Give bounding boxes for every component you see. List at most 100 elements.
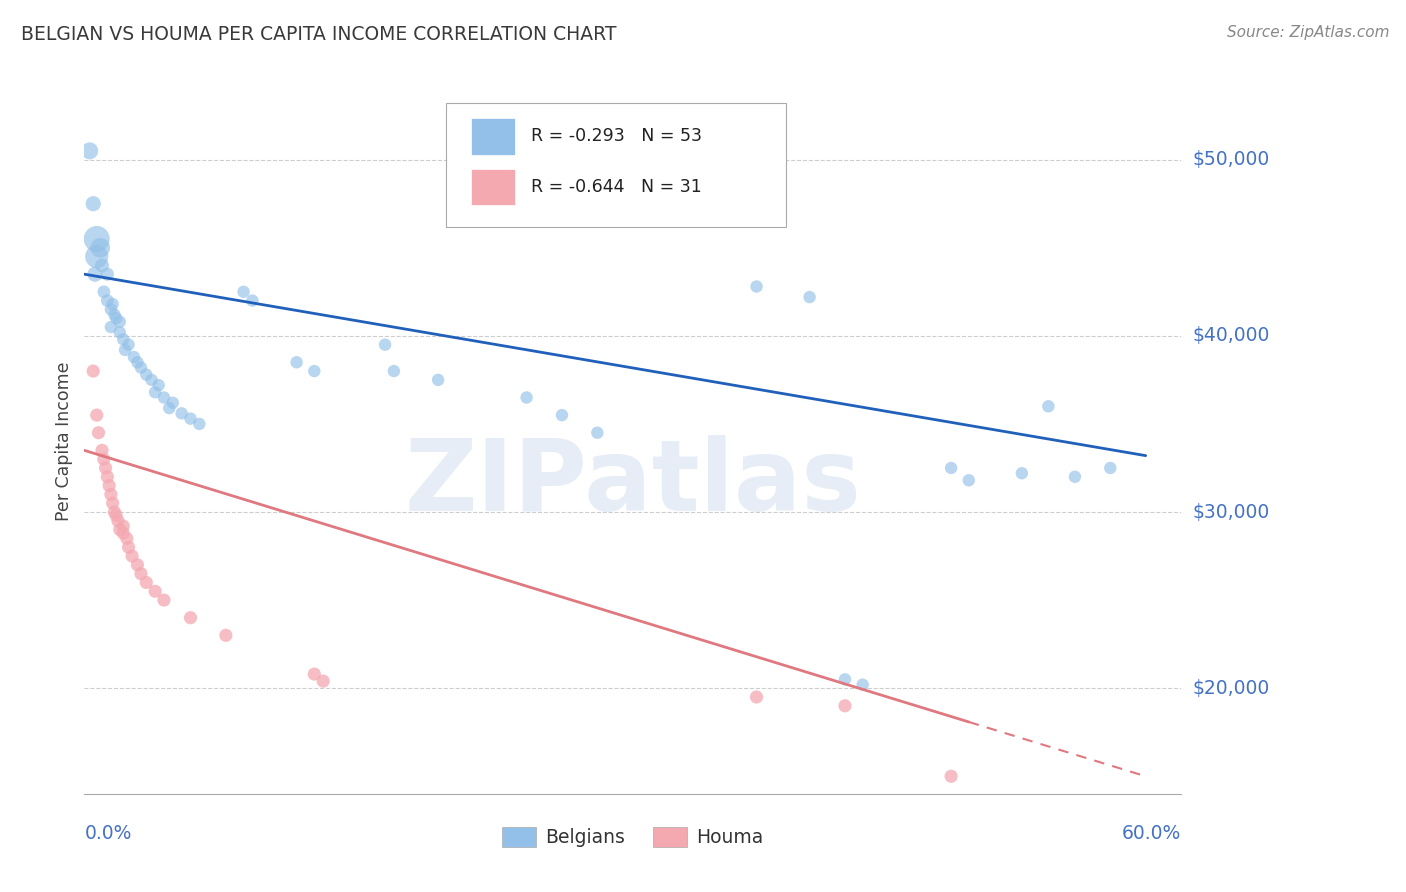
Point: [115, 532, 138, 546]
Point: [939, 769, 962, 783]
Text: 60.0%: 60.0%: [1122, 824, 1181, 844]
Text: 0.0%: 0.0%: [84, 824, 132, 844]
Point: [135, 368, 157, 382]
Point: [148, 378, 170, 392]
Point: [312, 674, 335, 689]
Point: [129, 360, 152, 375]
Point: [105, 508, 128, 523]
Point: [100, 302, 122, 317]
Point: [112, 519, 135, 533]
Point: [1011, 467, 1033, 481]
Point: [96, 267, 118, 281]
Point: [93, 452, 115, 467]
Point: [153, 391, 176, 405]
Point: [516, 391, 538, 405]
Point: [1038, 400, 1060, 414]
Point: [103, 505, 125, 519]
Point: [242, 293, 264, 308]
Text: $30,000: $30,000: [1192, 502, 1270, 522]
Point: [112, 526, 135, 541]
Text: R = -0.644   N = 31: R = -0.644 N = 31: [530, 178, 702, 196]
Point: [108, 523, 131, 537]
Point: [382, 364, 405, 378]
Point: [96, 293, 118, 308]
Point: [153, 593, 176, 607]
Point: [551, 408, 574, 422]
Point: [745, 279, 768, 293]
Point: [586, 425, 609, 440]
Point: [143, 385, 166, 400]
Point: [108, 326, 131, 340]
Point: [122, 350, 145, 364]
Point: [117, 541, 139, 555]
Text: ZIPatlas: ZIPatlas: [405, 435, 860, 533]
Point: [89, 241, 111, 255]
Point: [100, 487, 122, 501]
Point: [1099, 461, 1122, 475]
Point: [215, 628, 238, 642]
Point: [121, 549, 143, 563]
FancyBboxPatch shape: [446, 103, 786, 227]
Point: [107, 514, 129, 528]
Point: [86, 408, 108, 422]
Point: [834, 698, 856, 713]
Text: Source: ZipAtlas.com: Source: ZipAtlas.com: [1226, 25, 1389, 40]
Point: [179, 411, 201, 425]
Point: [939, 461, 962, 475]
Point: [834, 673, 856, 687]
Point: [141, 373, 163, 387]
Point: [117, 337, 139, 351]
Point: [304, 667, 326, 681]
Point: [91, 259, 114, 273]
Point: [1064, 469, 1087, 483]
Point: [93, 285, 115, 299]
Point: [129, 566, 152, 581]
Bar: [471, 169, 516, 205]
Point: [114, 343, 136, 357]
Point: [101, 496, 124, 510]
Point: [82, 196, 104, 211]
Point: [96, 469, 118, 483]
Point: [98, 478, 121, 492]
Point: [799, 290, 821, 304]
Point: [304, 364, 326, 378]
Y-axis label: Per Capita Income: Per Capita Income: [55, 362, 73, 521]
Point: [79, 144, 101, 158]
Text: $50,000: $50,000: [1192, 150, 1270, 169]
Text: R = -0.293   N = 53: R = -0.293 N = 53: [530, 128, 702, 145]
Point: [852, 678, 875, 692]
Text: BELGIAN VS HOUMA PER CAPITA INCOME CORRELATION CHART: BELGIAN VS HOUMA PER CAPITA INCOME CORRE…: [21, 25, 617, 44]
Point: [427, 373, 450, 387]
Point: [91, 443, 114, 458]
Point: [103, 308, 125, 322]
Point: [127, 558, 149, 572]
Text: $20,000: $20,000: [1192, 679, 1270, 698]
Point: [100, 320, 122, 334]
Point: [957, 473, 980, 487]
Point: [84, 267, 107, 281]
Point: [112, 332, 135, 346]
Point: [157, 401, 180, 415]
Point: [188, 417, 211, 431]
Point: [86, 250, 108, 264]
Point: [86, 232, 108, 246]
Point: [94, 461, 117, 475]
Point: [127, 355, 149, 369]
Point: [232, 285, 254, 299]
Point: [179, 611, 201, 625]
Legend: Belgians, Houma: Belgians, Houma: [495, 820, 770, 855]
Text: $40,000: $40,000: [1192, 326, 1270, 345]
Point: [374, 337, 396, 351]
Bar: [471, 118, 516, 154]
Point: [285, 355, 308, 369]
Point: [162, 396, 184, 410]
Point: [82, 364, 104, 378]
Point: [101, 297, 124, 311]
Point: [105, 311, 128, 326]
Point: [170, 406, 193, 420]
Point: [87, 425, 110, 440]
Point: [745, 690, 768, 704]
Point: [108, 315, 131, 329]
Point: [143, 584, 166, 599]
Point: [135, 575, 157, 590]
